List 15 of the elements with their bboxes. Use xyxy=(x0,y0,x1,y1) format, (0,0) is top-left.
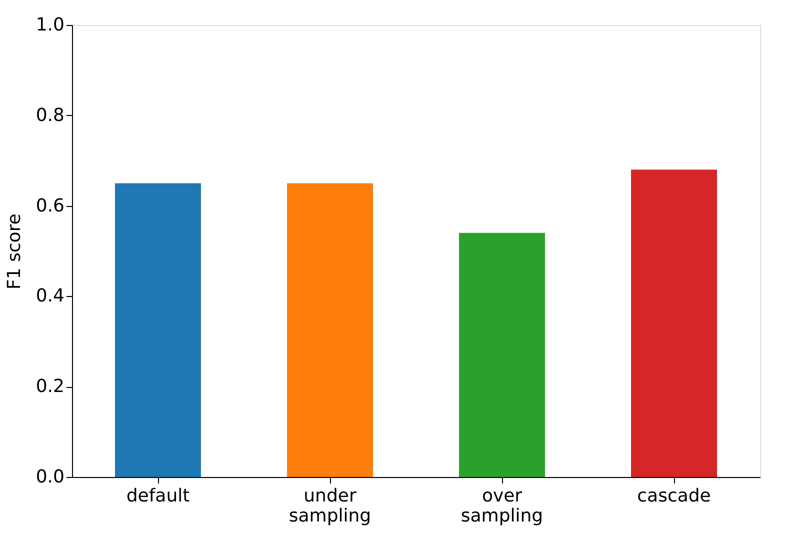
y-tick-label: 0.2 xyxy=(36,376,64,398)
x-tick-label: under sampling xyxy=(288,486,372,526)
y-tick-label: 0.0 xyxy=(36,466,64,488)
y-tick-label: 0.8 xyxy=(36,104,64,126)
y-tick-label: 0.4 xyxy=(36,286,64,307)
y-axis-title: F1 score xyxy=(4,214,25,290)
x-tick-label: default xyxy=(126,486,190,506)
x-tick-label: over sampling xyxy=(460,486,544,526)
bar xyxy=(115,183,201,477)
x-tick-label: cascade xyxy=(637,486,711,506)
y-tick-label: 0.6 xyxy=(36,195,64,216)
bar xyxy=(287,183,373,477)
y-tick-label: 1.0 xyxy=(36,14,64,36)
bar xyxy=(459,232,545,477)
bar xyxy=(631,170,717,477)
